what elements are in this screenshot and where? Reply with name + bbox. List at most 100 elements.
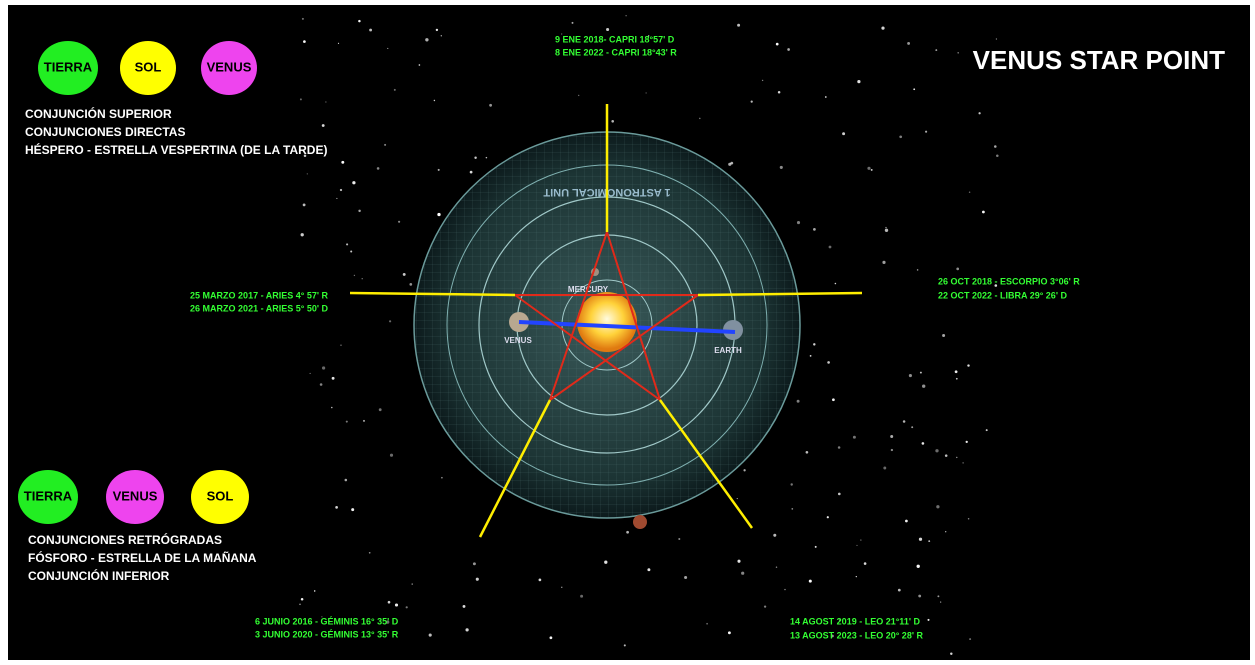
star	[838, 619, 842, 622]
star	[994, 145, 997, 148]
star	[763, 605, 767, 608]
star	[950, 652, 953, 656]
star	[969, 638, 972, 641]
star	[303, 154, 307, 157]
star	[787, 48, 790, 51]
star	[352, 181, 356, 185]
star	[580, 594, 584, 598]
legend-text: CONJUNCIONES DIRECTAS	[25, 125, 185, 139]
star	[441, 476, 443, 479]
star	[435, 28, 439, 32]
star	[837, 492, 841, 496]
star	[321, 366, 326, 370]
star	[834, 282, 837, 285]
star	[405, 606, 408, 609]
star	[995, 38, 998, 40]
star	[339, 188, 343, 192]
star	[965, 440, 968, 444]
star	[299, 98, 302, 101]
star	[344, 478, 348, 482]
star	[684, 575, 688, 580]
star	[604, 560, 608, 564]
star	[855, 575, 857, 578]
star	[388, 320, 392, 323]
star	[363, 419, 365, 422]
date-label: 25 MARZO 2017 - ARIES 4° 57' R	[190, 290, 328, 300]
star	[978, 112, 981, 115]
date-label: 26 MARZO 2021 - ARIES 5° 50' D	[190, 303, 328, 313]
star	[967, 517, 970, 520]
star	[937, 595, 940, 598]
star	[813, 228, 816, 231]
star	[916, 269, 919, 271]
star	[761, 79, 764, 82]
star	[954, 370, 958, 374]
top-legend: TIERRA SOL VENUS CONJUNCIÓN SUPERIOR CON…	[25, 41, 327, 157]
star	[340, 344, 342, 346]
star	[303, 40, 306, 43]
ray	[697, 291, 863, 297]
star	[942, 334, 946, 337]
star	[955, 377, 958, 380]
star	[813, 343, 816, 346]
star	[773, 533, 777, 537]
star	[313, 590, 316, 592]
star	[957, 52, 959, 54]
date-labels: 9 ENE 2018- CAPRI 18°57' D 8 ENE 2022 - …	[190, 34, 1080, 640]
star	[870, 168, 873, 171]
star	[935, 49, 938, 52]
star	[625, 15, 627, 17]
star	[485, 156, 488, 159]
star	[321, 124, 325, 127]
star	[922, 384, 926, 388]
star	[916, 564, 920, 568]
star	[775, 42, 779, 46]
star	[842, 132, 846, 136]
star	[911, 426, 914, 429]
pentagram	[514, 231, 699, 401]
star	[606, 27, 610, 32]
star	[418, 64, 421, 66]
star	[706, 622, 708, 625]
star	[337, 42, 340, 45]
star	[300, 233, 304, 237]
star	[827, 361, 830, 364]
star	[361, 278, 363, 280]
star	[309, 372, 311, 374]
star	[369, 28, 373, 32]
star	[918, 537, 923, 541]
star	[837, 446, 841, 449]
star	[796, 221, 801, 225]
date-label: 13 AGOST 2023 - LEO 20° 28' R	[790, 630, 923, 640]
star	[856, 544, 858, 546]
star	[824, 96, 827, 98]
star	[935, 449, 939, 453]
star	[489, 103, 493, 107]
star	[561, 586, 563, 588]
star	[325, 101, 327, 103]
star	[378, 408, 382, 412]
date-label: 8 ENE 2022 - CAPRI 18°43' R	[555, 47, 677, 57]
star	[805, 450, 809, 454]
star	[727, 631, 731, 635]
star	[883, 466, 887, 470]
legend-circle	[106, 470, 164, 524]
star	[561, 33, 563, 35]
star	[678, 537, 681, 541]
star	[927, 618, 930, 621]
star	[474, 156, 477, 159]
star	[462, 604, 466, 608]
ray	[658, 399, 754, 529]
star	[353, 274, 356, 277]
star	[428, 633, 432, 637]
star	[860, 539, 862, 541]
star	[790, 483, 793, 486]
star	[908, 374, 912, 378]
star	[741, 571, 745, 575]
star	[897, 588, 901, 592]
legend-circle	[18, 470, 78, 524]
star	[647, 568, 651, 572]
star	[331, 376, 335, 380]
star	[809, 355, 812, 357]
star	[832, 398, 835, 402]
